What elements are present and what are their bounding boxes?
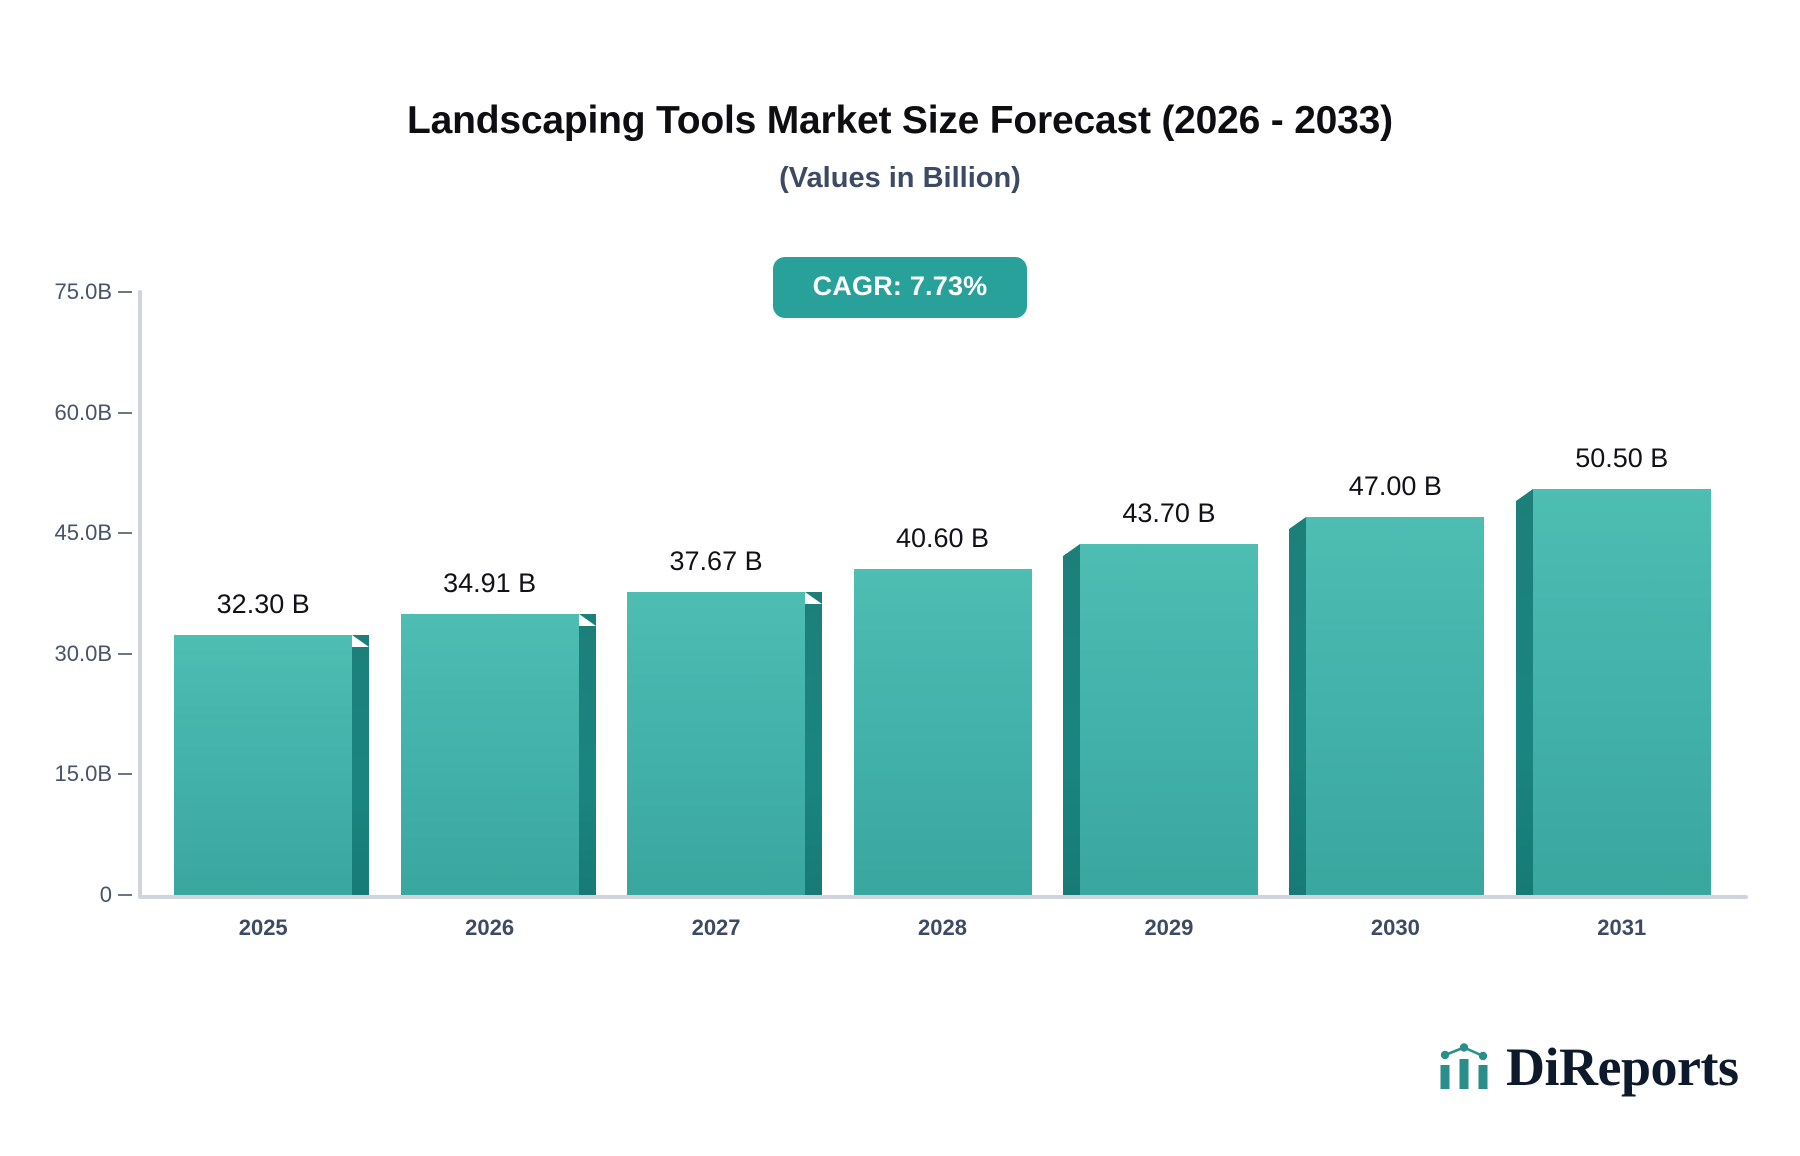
y-axis-tick-mark (118, 652, 132, 655)
y-axis-tick-label: 75.0B (54, 279, 113, 304)
y-axis-tick-label: 60.0B (54, 399, 113, 425)
cagr-badge[interactable]: CAGR: 7.73% (772, 257, 1028, 318)
bar-front-face (400, 614, 579, 895)
x-axis-tick-label: 2025 (238, 915, 288, 940)
y-axis-tick-label: 45.0B (54, 520, 113, 546)
x-axis-tick-label: 2031 (1597, 915, 1647, 940)
bar-side-face (1289, 529, 1307, 895)
bar-side-face (578, 626, 596, 895)
y-axis-tick-label: 15.0B (54, 761, 113, 787)
y-axis-tick-mark (118, 411, 132, 414)
bar-front-face (174, 635, 353, 895)
chart-title: Landscaping Tools Market Size Forecast (… (407, 99, 1393, 142)
bar-side-face (1515, 500, 1533, 895)
chart-subtitle: (Values in Billion) (779, 161, 1021, 194)
chart-header: Landscaping Tools Market Size Forecast (… (0, 0, 1800, 196)
bar-side-face (352, 647, 370, 895)
bar-side-face (805, 604, 823, 895)
y-axis-tick-mark (118, 773, 132, 776)
bar-value-label: 37.67 B (669, 546, 763, 577)
bar-2028[interactable] (853, 568, 1032, 895)
bar-top-bevel (1515, 488, 1533, 501)
bar-value-label: 40.60 B (895, 522, 990, 553)
bar-front-face (1079, 543, 1258, 895)
bar-value-label: 47.00 B (1348, 471, 1442, 502)
y-axis-tick-mark (118, 291, 132, 293)
bar-top-bevel (578, 614, 596, 627)
bar-2031[interactable] (1515, 488, 1711, 895)
bar-2026[interactable] (400, 614, 596, 895)
cagr-badge-container: CAGR: 7.73% (0, 257, 1800, 318)
x-axis-tick-label: 2026 (465, 915, 515, 940)
bar-2025[interactable] (174, 635, 370, 895)
bar-chart-logo-icon (1440, 1043, 1488, 1089)
bar-top-bevel (352, 635, 370, 648)
bar-top-bevel (805, 592, 823, 605)
y-axis-tick-mark (118, 894, 132, 896)
bar-front-face (1532, 488, 1711, 895)
bar-value-label: 34.91 B (443, 568, 537, 599)
bar-value-label: 50.50 B (1575, 442, 1669, 473)
bar-top-bevel (1289, 517, 1307, 530)
x-axis-tick-label: 2029 (1144, 915, 1194, 940)
y-axis-line (138, 290, 142, 897)
y-axis-tick-mark (118, 532, 132, 535)
bar-side-face (1062, 555, 1080, 895)
bar-top-bevel (1062, 543, 1080, 556)
x-axis-tick-label: 2028 (918, 915, 967, 940)
x-axis-tick-label: 2027 (691, 915, 741, 940)
bar-front-face (627, 592, 806, 895)
bar-2027[interactable] (627, 592, 823, 895)
bar-value-label: 43.70 B (1122, 497, 1216, 528)
y-axis-tick-label: 30.0B (54, 640, 113, 666)
bar-front-face (1306, 517, 1485, 895)
x-axis-line (138, 895, 1748, 899)
logo-text: DiReports (1506, 1037, 1739, 1097)
bar-2030[interactable] (1289, 517, 1485, 895)
y-axis-tick-label: 0 (99, 882, 112, 907)
bar-front-face (853, 568, 1032, 895)
bar-value-label: 32.30 B (216, 589, 310, 620)
direports-logo: DiReports (1438, 1037, 1739, 1097)
x-axis-tick-label: 2030 (1370, 915, 1420, 940)
bar-2029[interactable] (1062, 543, 1258, 895)
